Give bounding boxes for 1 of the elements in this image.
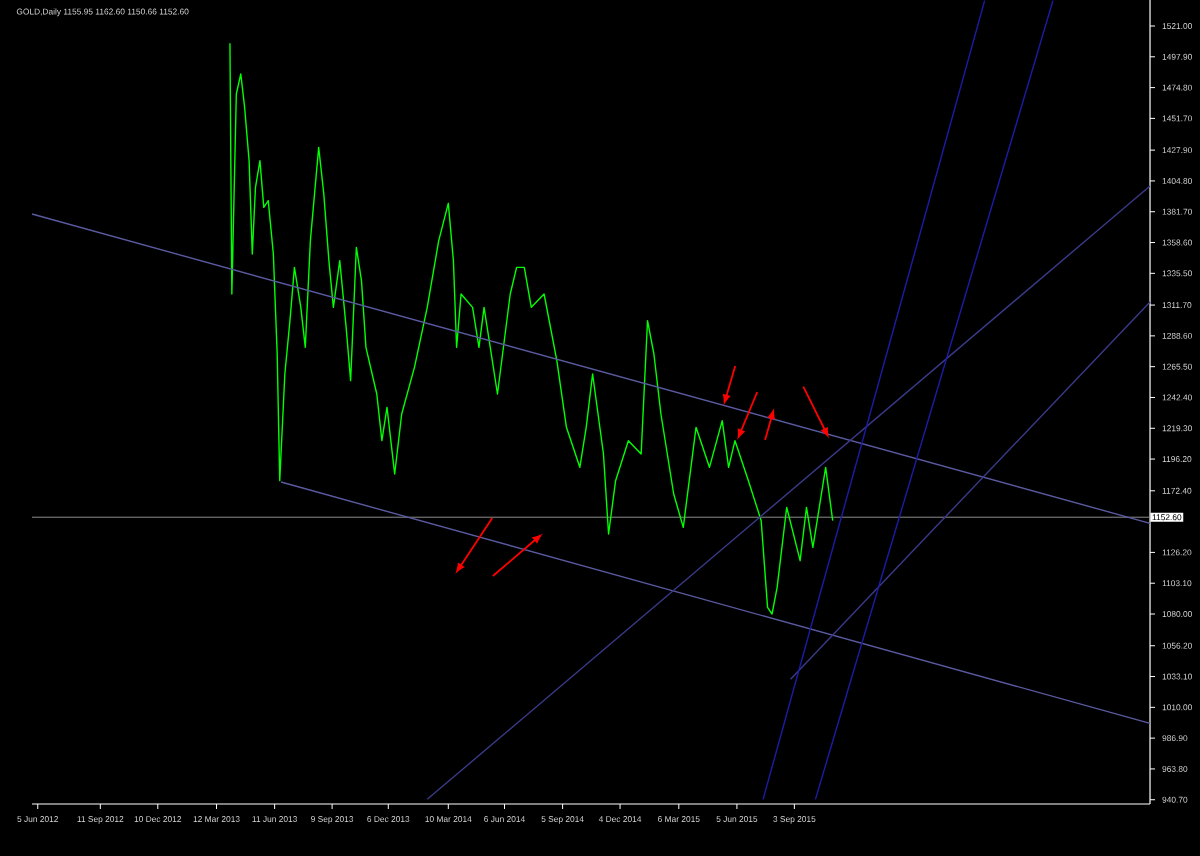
line-series (229, 42, 834, 615)
